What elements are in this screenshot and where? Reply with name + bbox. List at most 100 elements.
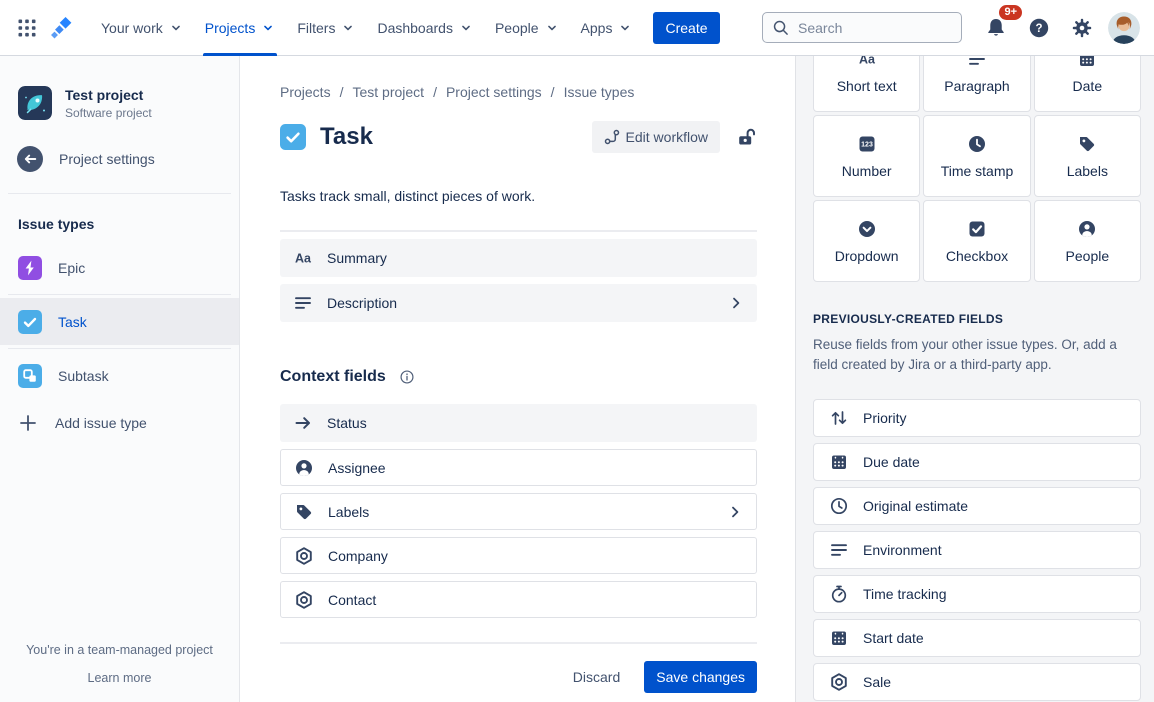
sidebar-item-task[interactable]: Task bbox=[0, 298, 239, 345]
previous-field-sale[interactable]: Sale bbox=[813, 662, 1141, 701]
breadcrumb-issue-types[interactable]: Issue types bbox=[563, 84, 635, 100]
people-icon bbox=[294, 458, 314, 478]
team-managed-note: You're in a team-managed project bbox=[26, 643, 213, 657]
field-tile-checkbox[interactable]: Checkbox bbox=[923, 200, 1031, 282]
search-input[interactable] bbox=[796, 18, 952, 37]
svg-text:Aa: Aa bbox=[295, 252, 312, 266]
field-row-status[interactable]: Status bbox=[280, 404, 757, 442]
task-icon bbox=[18, 309, 42, 334]
previous-field-start-date[interactable]: Start date bbox=[813, 618, 1141, 657]
breadcrumb-project-settings[interactable]: Project settings bbox=[445, 84, 542, 100]
sidebar-item-epic[interactable]: Epic bbox=[0, 244, 239, 291]
edit-workflow-button[interactable]: Edit workflow bbox=[591, 121, 720, 153]
add-issue-type-button[interactable]: Add issue type bbox=[0, 399, 239, 446]
learn-more-link[interactable]: Learn more bbox=[0, 670, 239, 686]
field-row-company[interactable]: Company bbox=[280, 537, 757, 574]
nav-item-your-work[interactable]: Your work bbox=[90, 0, 194, 56]
paragraph-icon bbox=[293, 293, 313, 313]
info-icon bbox=[399, 369, 415, 385]
discard-button[interactable]: Discard bbox=[559, 661, 634, 693]
nav-item-dashboards[interactable]: Dashboards bbox=[366, 0, 484, 56]
context-fields-info-button[interactable] bbox=[399, 369, 415, 385]
epic-icon bbox=[18, 255, 42, 280]
search-box[interactable] bbox=[762, 12, 962, 43]
calendar-icon bbox=[829, 452, 849, 472]
project-header: Test project Software project bbox=[18, 86, 223, 120]
short-text-icon: Aa bbox=[857, 56, 877, 69]
field-row-contact[interactable]: Contact bbox=[280, 581, 757, 618]
field-tile-date[interactable]: Date bbox=[1033, 56, 1141, 112]
back-arrow-icon bbox=[16, 145, 44, 173]
previous-field-due-date[interactable]: Due date bbox=[813, 442, 1141, 481]
field-row-description[interactable]: Description bbox=[280, 284, 757, 322]
settings-button[interactable] bbox=[1065, 11, 1099, 45]
subtask-icon bbox=[18, 363, 42, 388]
custom-field-icon bbox=[829, 672, 849, 692]
previous-field-time-tracking[interactable]: Time tracking bbox=[813, 574, 1141, 613]
sidebar-footer: You're in a team-managed project Learn m… bbox=[0, 643, 239, 686]
labels-icon bbox=[1077, 134, 1097, 154]
svg-text:123: 123 bbox=[861, 141, 873, 148]
expand-field-button[interactable] bbox=[728, 295, 744, 311]
avatar-image bbox=[1108, 11, 1140, 44]
issue-type-list: Epic Task Subtask bbox=[0, 244, 239, 399]
top-nav: Your work Projects Filters Dashboards People… bbox=[0, 0, 1154, 56]
breadcrumb-separator: / bbox=[550, 84, 555, 100]
field-tile-number[interactable]: 123 Number bbox=[813, 115, 921, 197]
field-row-labels[interactable]: Labels bbox=[280, 493, 757, 530]
people-icon bbox=[1077, 219, 1097, 239]
unlocked-icon bbox=[735, 126, 757, 148]
create-button[interactable]: Create bbox=[653, 11, 720, 44]
breadcrumb-projects[interactable]: Projects bbox=[280, 84, 331, 100]
plus-icon bbox=[17, 412, 39, 434]
search-icon bbox=[772, 19, 789, 36]
previous-field-priority[interactable]: Priority bbox=[813, 398, 1141, 437]
nav-item-apps[interactable]: Apps bbox=[570, 0, 644, 56]
issue-types-heading: Issue types bbox=[18, 216, 95, 232]
context-field-list: Status Assignee Labels Company Contact bbox=[280, 404, 757, 618]
sidebar-item-subtask[interactable]: Subtask bbox=[0, 352, 239, 399]
time-stamp-icon bbox=[967, 134, 987, 154]
title-row: Task Edit workflow bbox=[280, 121, 757, 153]
page-title: Task bbox=[320, 123, 373, 150]
nav-item-people[interactable]: People bbox=[484, 0, 570, 56]
field-tile-labels[interactable]: Labels bbox=[1033, 115, 1141, 197]
back-label: Project settings bbox=[59, 151, 155, 167]
user-avatar[interactable] bbox=[1108, 11, 1140, 44]
paragraph-icon bbox=[829, 540, 849, 560]
save-changes-button[interactable]: Save changes bbox=[644, 661, 757, 693]
notifications-button[interactable]: 9+ bbox=[979, 4, 1022, 45]
project-avatar bbox=[18, 86, 52, 120]
field-tile-people[interactable]: People bbox=[1033, 200, 1141, 282]
field-tile-dropdown[interactable]: Dropdown bbox=[813, 200, 921, 282]
previous-field-environment[interactable]: Environment bbox=[813, 530, 1141, 569]
help-button[interactable]: ? bbox=[1022, 11, 1056, 45]
nav-item-filters[interactable]: Filters bbox=[286, 0, 366, 56]
topbar-right: 9+ ? bbox=[762, 4, 1140, 45]
nav-item-projects[interactable]: Projects bbox=[194, 0, 287, 56]
breadcrumb-test-project[interactable]: Test project bbox=[352, 84, 425, 100]
gear-icon bbox=[1071, 17, 1093, 39]
field-tile-time-stamp[interactable]: Time stamp bbox=[923, 115, 1031, 197]
number-icon: 123 bbox=[857, 134, 877, 154]
back-to-project-settings[interactable]: Project settings bbox=[16, 145, 223, 173]
jira-logo-icon bbox=[48, 15, 74, 41]
issue-divider bbox=[8, 294, 231, 295]
issue-divider bbox=[8, 348, 231, 349]
help-icon: ? bbox=[1028, 17, 1050, 39]
field-row-summary[interactable]: Aa Summary bbox=[280, 239, 757, 277]
field-tile-short-text[interactable]: Aa Short text bbox=[813, 56, 921, 112]
app-switcher-button[interactable] bbox=[10, 11, 44, 45]
form-actions: Discard Save changes bbox=[280, 661, 757, 693]
expand-field-button[interactable] bbox=[727, 504, 743, 520]
jira-logo-button[interactable] bbox=[44, 11, 78, 45]
fields-bottom-divider bbox=[280, 642, 757, 644]
stopwatch-icon bbox=[829, 584, 849, 604]
project-name: Test project bbox=[65, 86, 144, 103]
bell-icon bbox=[985, 17, 1007, 39]
field-tile-paragraph[interactable]: Paragraph bbox=[923, 56, 1031, 112]
previous-field-original-estimate[interactable]: Original estimate bbox=[813, 486, 1141, 525]
primary-nav: Your work Projects Filters Dashboards People… bbox=[90, 0, 643, 56]
field-row-assignee[interactable]: Assignee bbox=[280, 449, 757, 486]
field-palette-panel: Aa Short text Paragraph Date 123 Number Time s… bbox=[795, 56, 1154, 702]
